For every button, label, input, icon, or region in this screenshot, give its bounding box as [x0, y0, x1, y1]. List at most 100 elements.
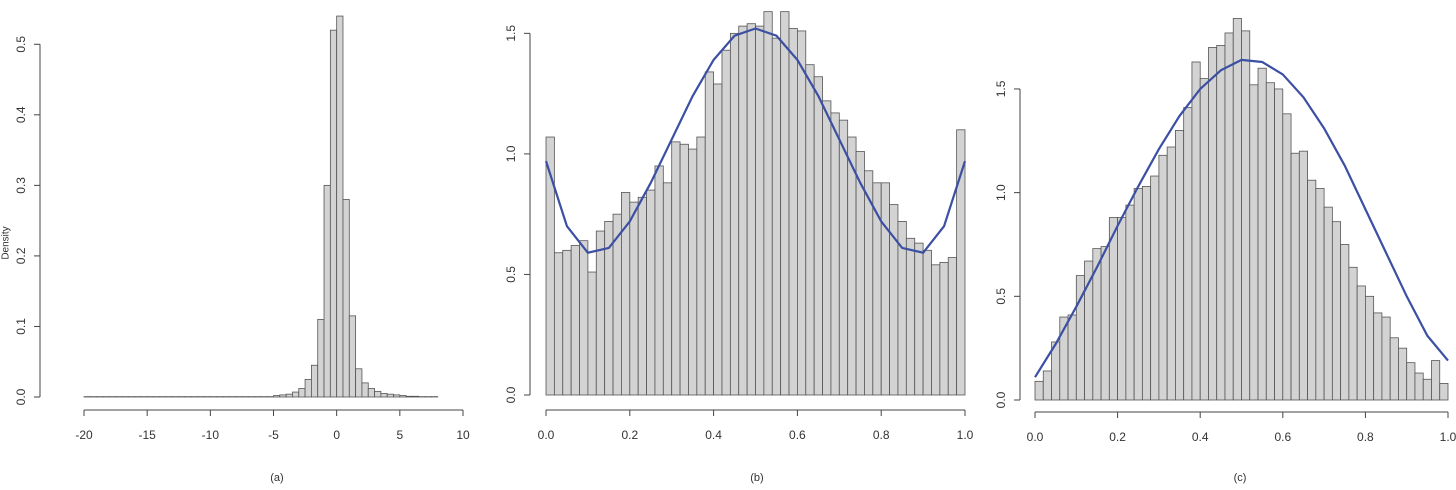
bar	[646, 189, 656, 396]
bar	[1422, 378, 1432, 401]
bar	[922, 249, 932, 396]
bar	[763, 11, 773, 396]
x-tick-label: 0.2	[621, 428, 638, 442]
bar	[1265, 82, 1275, 401]
bar	[629, 201, 639, 396]
bar	[553, 252, 564, 396]
bar	[1274, 88, 1284, 401]
y-tick-label: 0.1	[14, 318, 28, 335]
bar	[1108, 217, 1118, 401]
y-tick-label: 0.5	[994, 288, 1008, 305]
y-tick-label: 1.0	[504, 145, 518, 162]
bar	[1141, 186, 1152, 401]
x-tick-label: -10	[202, 428, 220, 442]
bar	[847, 136, 857, 396]
caption: (c)	[1234, 472, 1247, 484]
bar	[939, 261, 949, 396]
bar	[595, 230, 606, 396]
bar	[713, 83, 723, 396]
bar	[947, 257, 958, 396]
bar	[279, 394, 287, 398]
x-tick-label: 1.0	[1440, 430, 1456, 444]
x-tick-label: -20	[75, 428, 93, 442]
bar	[721, 49, 731, 396]
bar	[838, 119, 849, 396]
bar	[830, 112, 840, 396]
bar	[1431, 360, 1441, 401]
bar	[1257, 67, 1267, 401]
bar	[755, 25, 765, 396]
bar	[1290, 152, 1300, 401]
bar	[1125, 204, 1135, 401]
bar	[1199, 78, 1209, 401]
y-tick-label: 0.4	[14, 106, 28, 123]
x-tick-label: 5	[396, 428, 403, 442]
bar	[386, 393, 394, 398]
x-tick-label: 1.0	[957, 428, 974, 442]
bar	[1282, 113, 1292, 401]
bar	[1307, 179, 1317, 401]
bar	[587, 271, 597, 396]
bar	[1216, 45, 1226, 401]
bar	[738, 25, 748, 396]
bar	[905, 237, 916, 396]
y-tick-label: 0.0	[994, 391, 1008, 408]
bar	[671, 141, 681, 396]
y-axis-label: Density	[1, 226, 12, 259]
bar	[399, 395, 407, 398]
bar	[1323, 206, 1333, 401]
y-tick-label: 0.0	[504, 386, 518, 403]
y-tick-label: 1.5	[504, 25, 518, 42]
bar	[679, 143, 689, 396]
bar	[1208, 47, 1218, 401]
bar	[374, 390, 382, 398]
bar	[662, 182, 673, 396]
bar	[1183, 107, 1193, 401]
x-tick-label: 0	[333, 428, 340, 442]
bar	[880, 182, 890, 396]
bar	[1398, 347, 1408, 401]
bar	[822, 100, 832, 396]
x-tick-label: 0.0	[538, 428, 555, 442]
bar	[1414, 372, 1424, 401]
bar	[1331, 221, 1342, 401]
bar	[1224, 32, 1234, 401]
bar	[1067, 314, 1077, 401]
bar	[298, 388, 306, 398]
bar	[1356, 285, 1366, 401]
y-tick-label: 0.0	[14, 388, 28, 405]
bar	[273, 395, 281, 398]
x-tick-label: 0.6	[789, 428, 806, 442]
bar	[367, 388, 375, 398]
bar	[1389, 337, 1399, 401]
bar	[1232, 18, 1242, 401]
y-tick-label: 1.0	[994, 184, 1008, 201]
bar	[361, 382, 369, 398]
bar	[342, 199, 350, 398]
bar	[1348, 266, 1358, 401]
bar	[696, 136, 706, 396]
x-tick-label: -15	[138, 428, 156, 442]
bar	[813, 76, 823, 396]
bar	[1365, 295, 1375, 401]
bar	[1381, 316, 1391, 401]
x-tick-label: 0.2	[1109, 430, 1126, 444]
bar	[304, 378, 312, 398]
bar	[914, 242, 924, 396]
x-tick-label: 0.8	[873, 428, 890, 442]
y-tick-label: 0.5	[504, 266, 518, 283]
bar	[1340, 244, 1350, 401]
bar	[771, 37, 782, 396]
x-tick-label: 0.8	[1357, 430, 1374, 444]
bar	[323, 184, 331, 398]
bar	[637, 196, 647, 396]
bar	[746, 23, 756, 396]
caption: (b)	[750, 472, 763, 484]
bar	[393, 394, 401, 398]
bar	[412, 395, 420, 398]
bar	[805, 64, 815, 396]
bar	[780, 11, 790, 396]
y-tick-label: 0.5	[14, 36, 28, 53]
